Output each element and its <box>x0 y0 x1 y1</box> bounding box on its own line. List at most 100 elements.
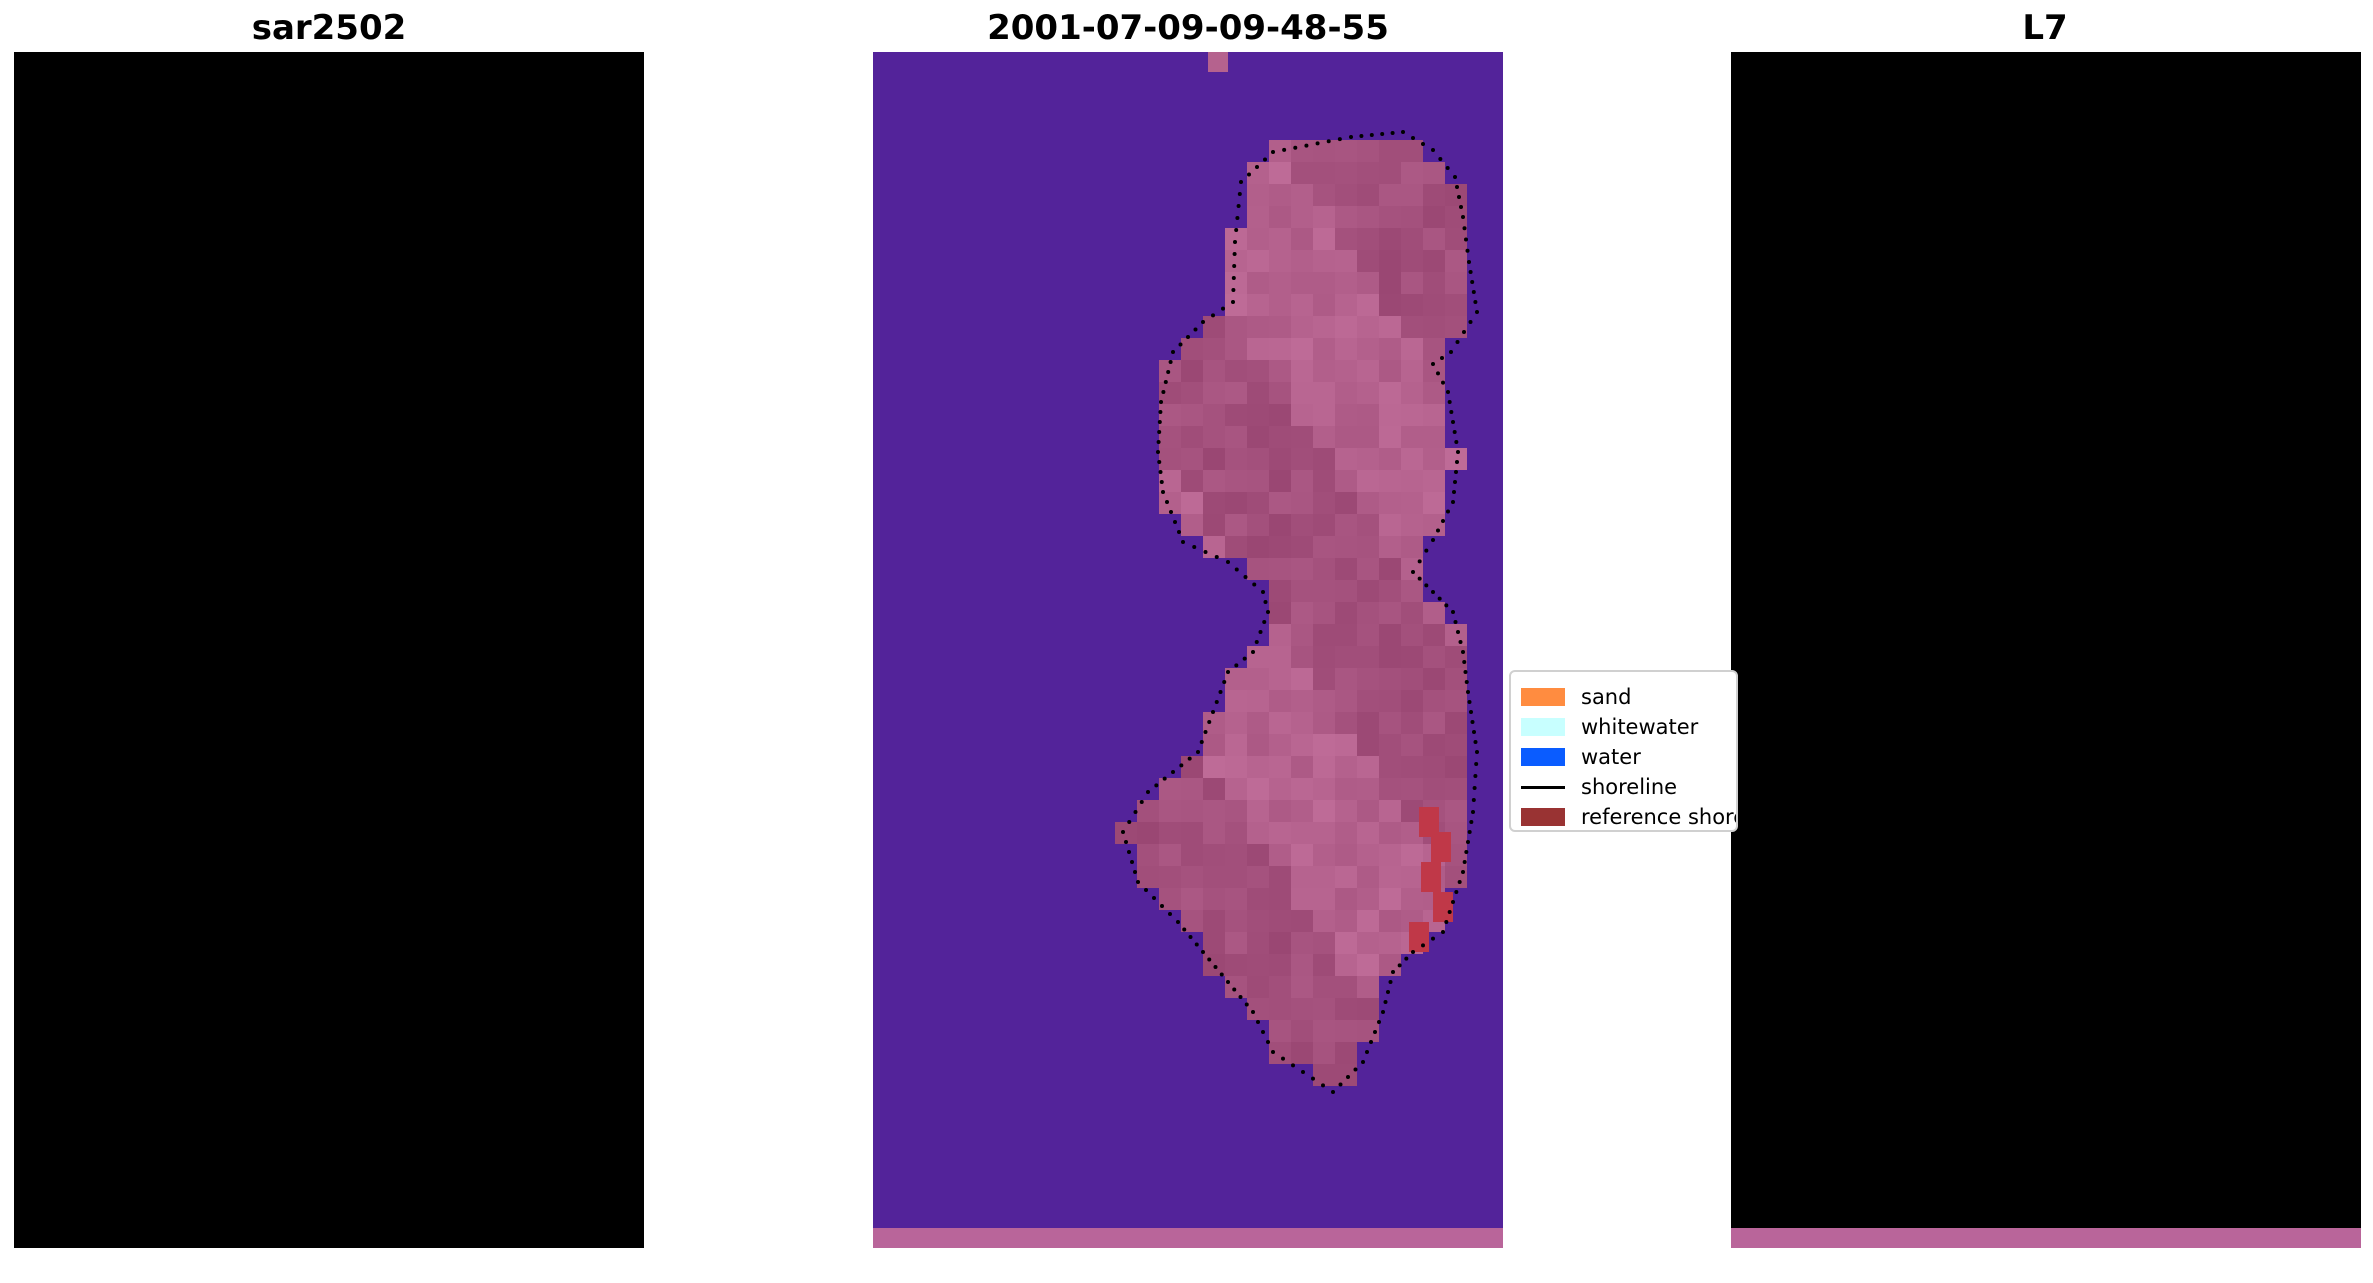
pixel-cell <box>1819 844 1842 867</box>
pixel-cell <box>212 558 235 581</box>
pixel-cell <box>102 162 125 185</box>
pixel-cell <box>1049 294 1072 317</box>
shoreline-dot <box>1421 943 1425 948</box>
pixel-cell <box>256 1240 279 1248</box>
pixel-cell <box>2215 668 2238 691</box>
pixel-cell <box>917 558 940 581</box>
pixel-cell <box>1753 998 1776 1021</box>
pixel-cell <box>1775 998 1798 1021</box>
pixel-cell <box>939 294 962 317</box>
pixel-cell <box>278 624 301 647</box>
pixel-cell <box>102 1130 125 1153</box>
pixel-cell <box>2303 118 2326 141</box>
shoreline-dot <box>1464 237 1468 242</box>
pixel-cell <box>586 294 609 317</box>
pixel-cell <box>1731 206 1754 229</box>
pixel-cell <box>2237 294 2260 317</box>
pixel-cell <box>1401 294 1424 317</box>
pixel-cell <box>873 558 896 581</box>
pixel-cell <box>917 316 940 339</box>
pixel-cell <box>80 360 103 383</box>
pixel-cell <box>2193 822 2216 845</box>
pixel-cell <box>2215 866 2238 889</box>
pixel-cell <box>14 1196 37 1219</box>
shoreline-dot <box>1311 1076 1315 1081</box>
pixel-cell <box>873 1130 896 1153</box>
pixel-cell <box>1093 1152 1116 1175</box>
pixel-cell <box>1775 1042 1798 1065</box>
pixel-cell <box>58 558 81 581</box>
pixel-cell <box>212 272 235 295</box>
shoreline-dot <box>318 530 322 534</box>
shoreline-dot <box>592 500 596 504</box>
pixel-cell <box>1291 932 1314 955</box>
shoreline-dot <box>434 145 439 150</box>
pixel-cell <box>1203 756 1226 779</box>
pixel-cell <box>432 778 455 801</box>
pixel-cell <box>1973 580 1996 603</box>
pixel-cell <box>2325 712 2348 735</box>
shoreline-dot <box>1466 840 1470 844</box>
pixel-cell <box>1841 1020 1864 1043</box>
pixel-cell <box>630 140 644 163</box>
pixel-cell <box>586 514 609 537</box>
pixel-cell <box>410 250 433 273</box>
pixel-cell <box>212 338 235 361</box>
pixel-cell <box>2061 1042 2084 1065</box>
pixel-cell <box>2281 558 2304 581</box>
pixel-cell <box>1995 404 2018 427</box>
pixel-cell <box>961 536 984 559</box>
pixel-cell <box>322 822 345 845</box>
pixel-cell <box>1863 536 1886 559</box>
pixel-cell <box>1335 426 1358 449</box>
pixel-cell <box>895 1042 918 1065</box>
pixel-cell <box>1819 866 1842 889</box>
pixel-cell <box>520 492 543 515</box>
pixel-cell <box>1973 734 1996 757</box>
pixel-cell <box>1357 690 1380 713</box>
pixel-cell <box>1401 800 1424 823</box>
pixel-cell <box>1049 404 1072 427</box>
pixel-cell <box>2281 316 2304 339</box>
pixel-cell <box>168 514 191 537</box>
pixel-cell <box>476 734 499 757</box>
shoreline-dot <box>1441 930 1445 934</box>
pixel-cell <box>1203 976 1226 999</box>
pixel-cell <box>2061 118 2084 141</box>
pixel-cell <box>983 1064 1006 1087</box>
pixel-cell <box>498 580 521 603</box>
pixel-cell <box>234 1174 257 1197</box>
pixel-cell <box>586 580 609 603</box>
pixel-cell <box>1071 382 1094 405</box>
pixel-cell <box>1731 1042 1754 1065</box>
shoreline-dot <box>1453 480 1457 484</box>
pixel-cell <box>1313 844 1336 867</box>
pixel-cell <box>1071 976 1094 999</box>
pixel-cell <box>14 404 37 427</box>
pixel-cell <box>1357 360 1380 383</box>
pixel-cell <box>1313 888 1336 911</box>
pixel-cell <box>410 404 433 427</box>
pixel-cell <box>1401 998 1424 1021</box>
pixel-cell <box>278 272 301 295</box>
pixel-cell <box>1291 272 1314 295</box>
pixel-cell <box>895 998 918 1021</box>
pixel-cell <box>454 184 477 207</box>
pixel-cell <box>1225 118 1248 141</box>
pixel-cell <box>388 800 411 823</box>
pixel-cell <box>2281 1020 2304 1043</box>
pixel-cell <box>80 998 103 1021</box>
pixel-cell <box>102 426 125 449</box>
pixel-cell <box>432 1130 455 1153</box>
pixel-cell <box>1885 800 1908 823</box>
pixel-cell <box>168 888 191 911</box>
pixel-cell <box>2347 426 2361 449</box>
pixel-cell <box>212 800 235 823</box>
pixel-cell <box>366 888 389 911</box>
pixel-cell <box>1247 756 1270 779</box>
pixel-cell <box>1973 932 1996 955</box>
pixel-cell <box>432 910 455 933</box>
shoreline-dot <box>1124 840 1128 844</box>
pixel-cell <box>102 1240 125 1248</box>
pixel-cell <box>2237 734 2260 757</box>
